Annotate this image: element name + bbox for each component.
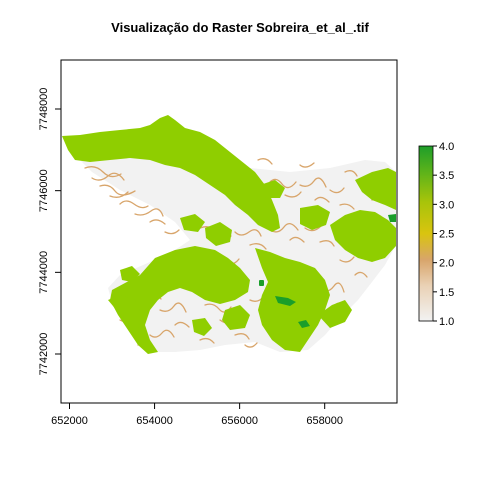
- y-tick-label: 7748000: [38, 88, 50, 131]
- x-tick-label: 654000: [136, 415, 173, 427]
- map-title: Visualização do Raster Sobreira_et_al_.t…: [111, 20, 369, 35]
- plot-frame: [60, 59, 398, 404]
- y-tick-label: 7742000: [38, 333, 50, 376]
- raster-class3-regions: [62, 115, 396, 354]
- legend-tick-label: 1.5: [439, 287, 454, 299]
- raster-layer: [62, 115, 396, 354]
- legend-tick-label: 3.5: [439, 170, 454, 182]
- northern-ridge-patch: [62, 115, 280, 232]
- legend-tick-label: 2.5: [439, 229, 454, 241]
- x-tick-label: 652000: [51, 415, 88, 427]
- legend-tick-label: 3.0: [439, 199, 454, 211]
- x-axis: 652000 654000 656000 658000: [51, 403, 343, 427]
- legend-tick-label: 2.0: [439, 258, 454, 270]
- legend-gradient-bar: [418, 145, 434, 322]
- raster-class4-regions: [259, 214, 396, 328]
- y-axis: 7742000 7744000 7746000 7748000: [38, 88, 61, 376]
- y-tick-label: 7746000: [38, 169, 50, 212]
- y-tick-label: 7744000: [38, 251, 50, 294]
- legend-tick-label: 1.0: [439, 316, 454, 328]
- legend-tick-label: 4.0: [439, 141, 454, 153]
- legend-colorbar: 1.0 1.5 2.0 2.5 3.0 3.5 4.0: [418, 141, 454, 328]
- x-tick-label: 656000: [221, 415, 258, 427]
- legend-ticks: 1.0 1.5 2.0 2.5 3.0 3.5 4.0: [433, 141, 454, 328]
- x-tick-label: 658000: [306, 415, 343, 427]
